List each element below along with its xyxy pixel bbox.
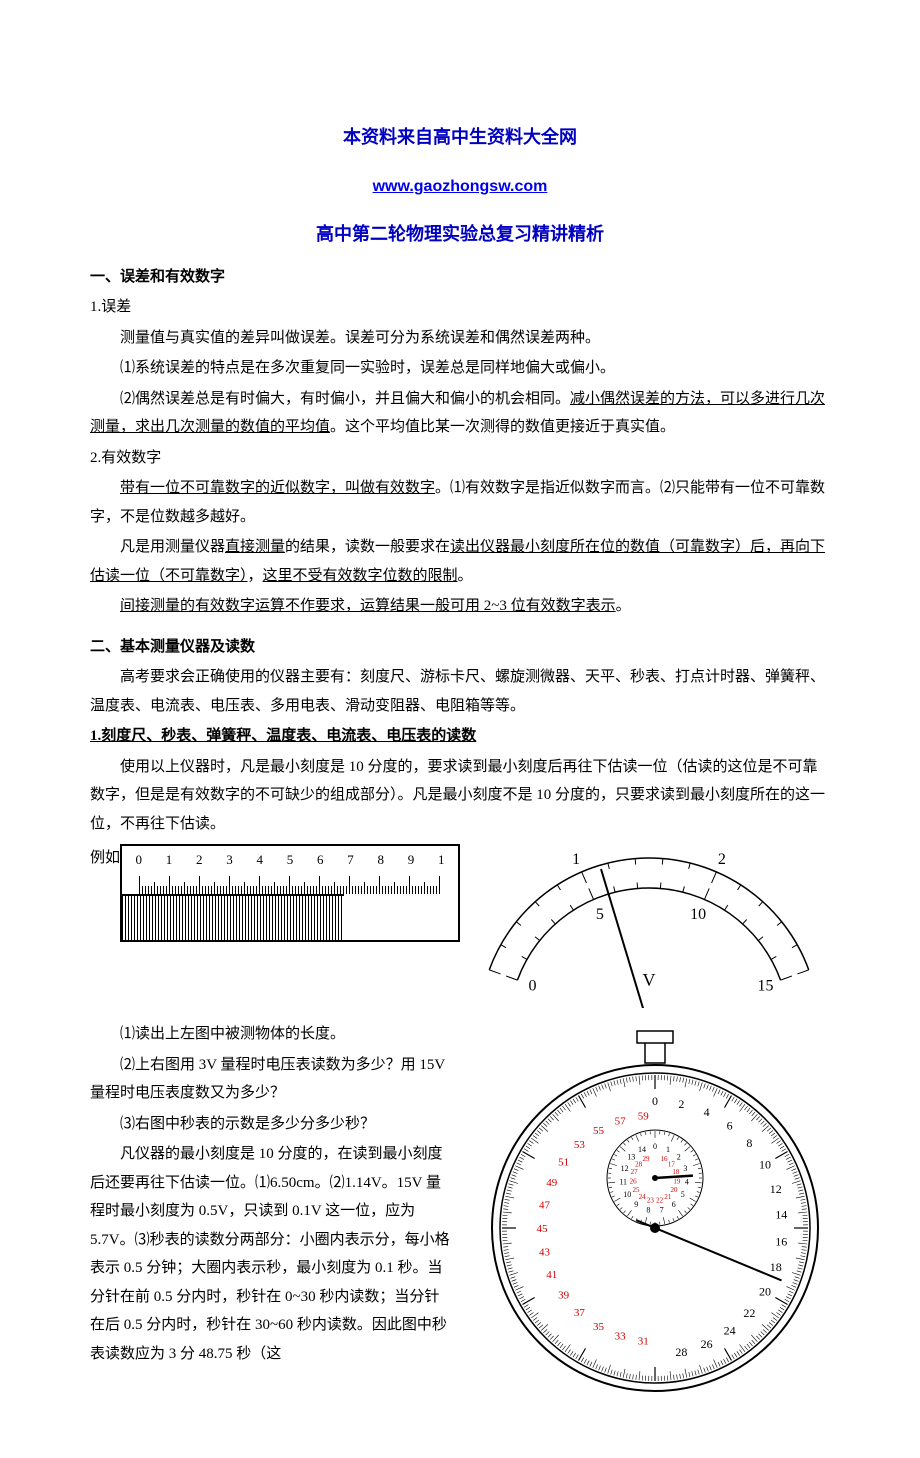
s1-p2b: 凡是用测量仪器直接测量的结果，读数一般要求在读出仪器最小刻度所在位的数值（可靠数…	[90, 533, 830, 590]
svg-text:24: 24	[724, 1324, 736, 1338]
svg-text:51: 51	[558, 1157, 569, 1169]
s1-p2c: 间接测量的有效数字运算不作要求，运算结果一般可用 2~3 位有效数字表示。	[90, 592, 830, 621]
svg-text:18: 18	[672, 1168, 680, 1176]
header-source: 本资料来自高中生资料大全网	[90, 120, 830, 154]
svg-text:28: 28	[675, 1345, 687, 1359]
s1-p2a: 带有一位不可靠数字的近似数字，叫做有效数字。⑴有效数字是指近似数字而言。⑵只能带…	[90, 474, 830, 531]
svg-text:0: 0	[653, 1142, 657, 1151]
svg-text:31: 31	[638, 1336, 649, 1348]
example-label: 例如	[90, 844, 120, 873]
svg-text:55: 55	[593, 1125, 605, 1137]
svg-text:0: 0	[652, 1094, 658, 1108]
ruler-figure: 例如 01234567891	[90, 844, 460, 942]
header-url[interactable]: www.gaozhongsw.com	[373, 178, 548, 195]
svg-text:V: V	[643, 970, 656, 990]
svg-text:16: 16	[775, 1235, 787, 1249]
svg-text:20: 20	[671, 1186, 679, 1194]
section2-heading: 二、基本测量仪器及读数	[90, 633, 830, 662]
s1-p2-label: 2.有效数字	[90, 444, 830, 473]
svg-text:5: 5	[596, 906, 604, 923]
question-2: ⑵上右图用 3V 量程时电压表读数为多少？用 15V 量程时电压表度数又为多少？	[90, 1051, 450, 1108]
s2-intro: 高考要求会正确使用的仪器主要有：刻度尺、游标卡尺、螺旋测微器、天平、秒表、打点计…	[90, 663, 830, 720]
svg-text:43: 43	[539, 1247, 551, 1259]
svg-text:17: 17	[668, 1161, 676, 1169]
svg-text:35: 35	[593, 1321, 605, 1333]
svg-text:10: 10	[623, 1190, 631, 1199]
stopwatch-figure: 0246810121416182022242628313335373941434…	[480, 1018, 830, 1398]
svg-text:57: 57	[615, 1116, 627, 1128]
s1-p1b: ⑴系统误差的特点是在多次重复同一实验时，误差总是同样地偏大或偏小。	[90, 354, 830, 383]
svg-text:0: 0	[528, 978, 536, 995]
svg-text:2: 2	[718, 851, 726, 868]
svg-text:22: 22	[743, 1306, 755, 1320]
s2-sub1-text: 使用以上仪器时，凡是最小刻度是 10 分度的，要求读到最小刻度后再往下估读一位（…	[90, 753, 830, 839]
svg-text:3: 3	[683, 1164, 687, 1173]
svg-text:12: 12	[770, 1182, 782, 1196]
header-url-wrap: www.gaozhongsw.com	[90, 168, 830, 202]
svg-text:9: 9	[634, 1200, 638, 1209]
svg-text:25: 25	[632, 1186, 640, 1194]
svg-text:29: 29	[643, 1155, 651, 1163]
svg-text:4: 4	[685, 1178, 689, 1187]
voltmeter-figure: 0123051015V	[484, 838, 814, 1008]
svg-text:12: 12	[621, 1164, 629, 1173]
svg-text:33: 33	[615, 1331, 627, 1343]
question-1: ⑴读出上左图中被测物体的长度。	[90, 1020, 450, 1049]
svg-text:1: 1	[572, 851, 580, 868]
svg-text:22: 22	[656, 1197, 664, 1205]
svg-text:39: 39	[558, 1290, 570, 1302]
svg-text:20: 20	[759, 1285, 771, 1299]
svg-text:19: 19	[673, 1178, 681, 1186]
svg-text:8: 8	[746, 1136, 752, 1150]
svg-text:18: 18	[770, 1261, 782, 1275]
svg-text:45: 45	[537, 1223, 549, 1235]
svg-text:2: 2	[677, 1153, 681, 1162]
svg-text:10: 10	[759, 1158, 771, 1172]
svg-text:4: 4	[704, 1105, 710, 1119]
svg-text:26: 26	[701, 1337, 713, 1351]
answer-text: 凡仪器的最小刻度是 10 分度的，在读到最小刻度后还要再往下估读一位。⑴6.50…	[90, 1140, 450, 1368]
s1-p1a: 测量值与真实值的差异叫做误差。误差可分为系统误差和偶然误差两种。	[90, 324, 830, 353]
svg-text:8: 8	[646, 1206, 650, 1215]
header-title: 高中第二轮物理实验总复习精讲精析	[90, 217, 830, 251]
ruler-measured-object	[122, 894, 344, 940]
s1-p1c: ⑵偶然误差总是有时偏大，有时偏小，并且偏大和偏小的机会相同。减小偶然误差的方法，…	[90, 385, 830, 442]
svg-text:23: 23	[647, 1197, 655, 1205]
svg-text:37: 37	[574, 1307, 586, 1319]
svg-text:14: 14	[775, 1208, 787, 1222]
svg-text:14: 14	[638, 1145, 646, 1154]
svg-text:10: 10	[690, 906, 706, 923]
svg-text:11: 11	[619, 1178, 627, 1187]
svg-text:6: 6	[727, 1119, 733, 1133]
svg-text:27: 27	[631, 1168, 639, 1176]
svg-text:5: 5	[681, 1190, 685, 1199]
s1-p1-label: 1.误差	[90, 293, 830, 322]
svg-text:6: 6	[672, 1200, 676, 1209]
svg-text:24: 24	[639, 1193, 647, 1201]
svg-text:41: 41	[546, 1269, 557, 1281]
svg-text:26: 26	[630, 1178, 638, 1186]
svg-text:49: 49	[546, 1177, 558, 1189]
svg-text:15: 15	[758, 978, 774, 995]
svg-text:59: 59	[638, 1111, 650, 1123]
svg-text:1: 1	[666, 1145, 670, 1154]
svg-text:13: 13	[627, 1153, 635, 1162]
svg-text:2: 2	[678, 1097, 684, 1111]
svg-text:21: 21	[664, 1193, 672, 1201]
svg-text:53: 53	[574, 1139, 586, 1151]
section1-heading: 一、误差和有效数字	[90, 263, 830, 292]
svg-text:47: 47	[539, 1200, 551, 1212]
svg-text:28: 28	[635, 1161, 643, 1169]
svg-text:16: 16	[660, 1155, 668, 1163]
svg-text:7: 7	[660, 1206, 664, 1215]
question-3: ⑶右图中秒表的示数是多少分多少秒？	[90, 1110, 450, 1139]
s2-sub1: 1.刻度尺、秒表、弹簧秤、温度表、电流表、电压表的读数	[90, 722, 830, 751]
